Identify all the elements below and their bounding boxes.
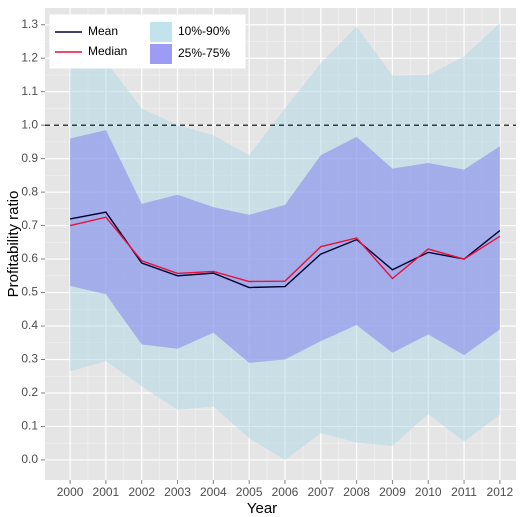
y-tick-label: 0.1: [21, 419, 38, 433]
y-tick-label: 0.8: [21, 184, 38, 198]
y-tick-label: 1.3: [21, 17, 38, 31]
y-tick-label: 0.7: [21, 218, 38, 232]
y-tick-label: 0.6: [21, 251, 38, 265]
legend-key: [150, 22, 172, 42]
legend-label: 10%-90%: [178, 24, 230, 38]
x-tick-label: 2007: [307, 485, 334, 499]
y-tick-label: 0.9: [21, 151, 38, 165]
x-tick-label: 2005: [236, 485, 263, 499]
x-tick-label: 2011: [451, 485, 477, 499]
x-tick-label: 2003: [164, 485, 191, 499]
y-tick-label: 0.3: [21, 352, 38, 366]
x-tick-label: 2004: [200, 485, 227, 499]
x-tick-label: 2012: [487, 485, 514, 499]
legend-label: 25%-75%: [178, 46, 230, 60]
legend: Mean Median 10%-90% 25%-75%: [49, 14, 246, 69]
x-tick-label: 2002: [128, 485, 155, 499]
lines: [45, 124, 516, 289]
y-tick-label: 0.5: [21, 285, 38, 299]
x-tick-label: 2006: [272, 485, 299, 499]
x-axis-title: Year: [247, 500, 277, 517]
y-tick-label: 0.4: [21, 318, 38, 332]
x-tick-label: 2009: [379, 485, 406, 499]
y-tick-label: 0.2: [21, 385, 38, 399]
x-tick-label: 2001: [93, 485, 120, 499]
bands: [70, 23, 500, 460]
y-tick-label: 1.2: [21, 50, 38, 64]
band: [70, 130, 500, 363]
legend-label: Median: [88, 44, 127, 58]
series-line: [69, 211, 501, 289]
y-tick-label: 0.0: [21, 452, 38, 466]
series-line: [69, 216, 501, 283]
axes: 0.0 0.1 0.2 0.3 0.4 0.5 0.6 0.7 0.8 0.9 1.0 1.1 1.2 1…: [21, 17, 513, 499]
y-tick-label: 1.1: [21, 84, 38, 98]
x-tick-label: 2000: [57, 485, 84, 499]
y-tick-label: 1.0: [21, 117, 38, 131]
y-axis-title: Profitability ratio: [5, 191, 22, 298]
x-tick-label: 2010: [415, 485, 442, 499]
legend-box: [49, 14, 246, 69]
x-tick-label: 2008: [343, 485, 370, 499]
legend-key: [150, 44, 172, 64]
legend-label: Mean: [88, 24, 118, 38]
